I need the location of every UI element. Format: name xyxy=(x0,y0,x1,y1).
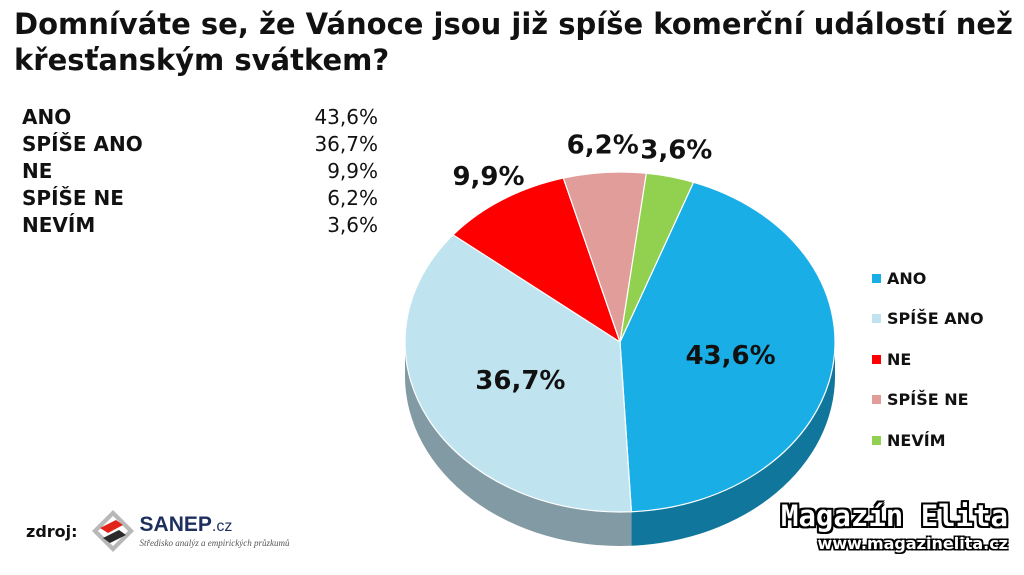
legend-item-ano: ANO xyxy=(872,258,1022,299)
table-row-label: NE xyxy=(22,159,53,183)
logo-name: SANEP xyxy=(139,513,212,536)
table-row-ano: ANO 43,6% xyxy=(22,104,378,131)
legend-swatch xyxy=(872,395,881,405)
chart-legend: ANO SPÍŠE ANO NE SPÍŠE NE NEVÍM xyxy=(872,258,1022,461)
pie-value-label-3: 6,2% xyxy=(567,130,639,160)
legend-label: NE xyxy=(887,349,912,369)
table-row-spise-ano: SPÍŠE ANO 36,7% xyxy=(22,131,378,158)
pie-side-0 xyxy=(631,342,835,546)
table-row-value: 43,6% xyxy=(314,105,378,129)
table-row-value: 36,7% xyxy=(314,132,378,156)
pie-slice-1 xyxy=(404,234,633,513)
chart-title: Domníváte se, že Vánoce jsou již spíše k… xyxy=(14,7,1013,77)
table-row-nevim: NEVÍM 3,6% xyxy=(22,212,378,239)
results-table: ANO 43,6% SPÍŠE ANO 36,7% NE 9,9% SPÍŠE … xyxy=(22,104,378,239)
table-row-label: SPÍŠE ANO xyxy=(22,132,143,156)
pie-slice-2 xyxy=(452,177,622,344)
table-row-value: 3,6% xyxy=(327,213,378,237)
source-credit: zdroj: SANEP.cz Středisko analýz a empir… xyxy=(26,508,290,554)
table-row-value: 9,9% xyxy=(327,159,378,183)
table-row-ne: NE 9,9% xyxy=(22,158,378,185)
legend-item-nevim: NEVÍM xyxy=(872,420,1022,461)
table-row-value: 6,2% xyxy=(327,186,378,210)
pie-value-label-1: 36,7% xyxy=(475,366,565,396)
legend-label: NEVÍM xyxy=(887,430,946,450)
table-row-label: NEVÍM xyxy=(22,213,96,237)
legend-label: SPÍŠE ANO xyxy=(887,309,984,329)
legend-item-spise-ano: SPÍŠE ANO xyxy=(872,299,1022,340)
pie-value-label-4: 3,6% xyxy=(640,135,712,165)
legend-label: ANO xyxy=(887,268,927,288)
pie-slice-0 xyxy=(619,181,836,513)
legend-swatch xyxy=(872,354,881,364)
pie-slice-4 xyxy=(619,172,695,343)
sanep-logo: SANEP.cz Středisko analýz a empirických … xyxy=(90,508,290,554)
watermark-url: www.magazinelita.cz xyxy=(817,534,1008,553)
logo-tld: .cz xyxy=(211,518,233,535)
legend-item-ne: NE xyxy=(872,339,1022,380)
legend-item-spise-ne: SPÍŠE NE xyxy=(872,380,1022,421)
pie-value-label-2: 9,9% xyxy=(452,162,524,192)
table-row-label: ANO xyxy=(22,105,72,129)
watermark: Magazín Elita www.magazinelita.cz xyxy=(781,498,1008,553)
sanep-logo-icon xyxy=(91,510,134,552)
legend-swatch xyxy=(872,314,881,324)
legend-label: SPÍŠE NE xyxy=(887,390,969,410)
legend-swatch xyxy=(872,435,881,445)
pie-side-1 xyxy=(405,342,632,546)
logo-subtitle: Středisko analýz a empirických průzkumů xyxy=(139,538,290,548)
source-label: zdroj: xyxy=(26,521,78,541)
table-row-spise-ne: SPÍŠE NE 6,2% xyxy=(22,185,378,212)
watermark-title: Magazín Elita xyxy=(781,499,1008,533)
legend-swatch xyxy=(872,273,881,283)
pie-value-label-0: 43,6% xyxy=(685,341,775,371)
table-row-label: SPÍŠE NE xyxy=(22,186,124,210)
